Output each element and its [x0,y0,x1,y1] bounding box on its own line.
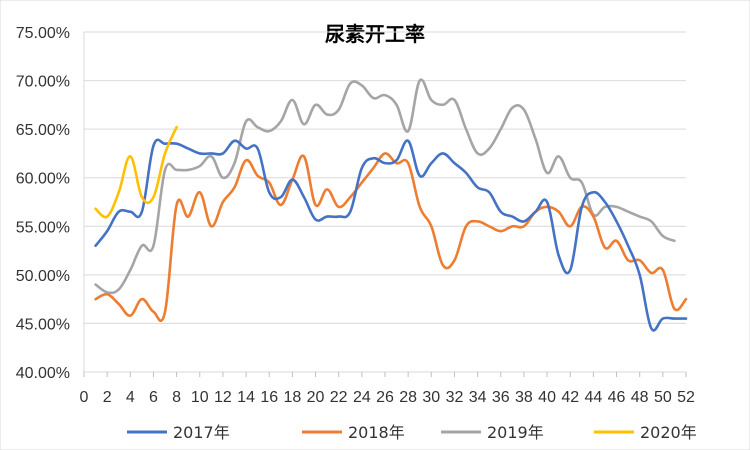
legend-label: 2020年 [640,423,697,442]
x-tick-label: 26 [376,389,394,406]
x-tick-label: 30 [422,389,440,406]
x-tick-label: 32 [446,389,464,406]
x-tick-label: 12 [214,389,232,406]
y-tick-label: 40.00% [16,365,70,382]
x-tick-label: 8 [172,389,181,406]
legend: 2017年 2018年 2019年 2020年 [127,423,697,442]
x-tick-label: 34 [469,389,487,406]
x-tick-label: 24 [353,389,371,406]
x-tick-label: 42 [561,389,579,406]
x-tick-label: 40 [538,389,556,406]
x-tick-label: 22 [330,389,348,406]
x-tick-label: 52 [677,389,695,406]
series-line-2019年 [94,78,676,295]
chart-title: 尿素开工率 [325,22,425,46]
series-line-2020年 [94,125,178,219]
x-tick-label: 14 [237,389,255,406]
x-tick-label: 0 [80,389,89,406]
x-tick-label: 4 [126,389,135,406]
x-tick-label: 48 [631,389,649,406]
legend-label: 2019年 [487,423,544,442]
y-tick-label: 50.00% [16,268,70,285]
x-tick-label: 36 [492,389,510,406]
y-axis: 40.00% 45.00% 50.00% 55.00% 60.00% 65.00% 70.0… [16,25,85,382]
series-line-2018年 [94,152,688,323]
x-tick-label: 6 [149,389,158,406]
y-tick-label: 55.00% [16,219,70,236]
x-tick-label: 28 [399,389,417,406]
legend-label: 2018年 [348,423,405,442]
x-tick-label: 18 [283,389,301,406]
x-tick-label: 20 [307,389,325,406]
series-lines [94,78,688,332]
y-tick-label: 65.00% [16,122,70,139]
x-axis: 0 2 4 6 8 10 12 14 16 18 20 22 24 26 28 30 32 34 36 38 40 42 4… [80,372,695,406]
gridlines [84,31,686,373]
x-tick-label: 38 [515,389,533,406]
x-tick-label: 10 [191,389,209,406]
x-tick-label: 2 [103,389,112,406]
series-line-2017年 [94,138,688,332]
y-tick-label: 70.00% [16,74,70,91]
x-tick-label: 44 [584,389,602,406]
x-tick-label: 50 [654,389,672,406]
legend-label: 2017年 [173,423,230,442]
x-tick-label: 46 [608,389,626,406]
y-tick-label: 75.00% [16,25,70,42]
y-tick-label: 60.00% [16,171,70,188]
x-tick-label: 16 [260,389,278,406]
y-tick-label: 45.00% [16,316,70,333]
